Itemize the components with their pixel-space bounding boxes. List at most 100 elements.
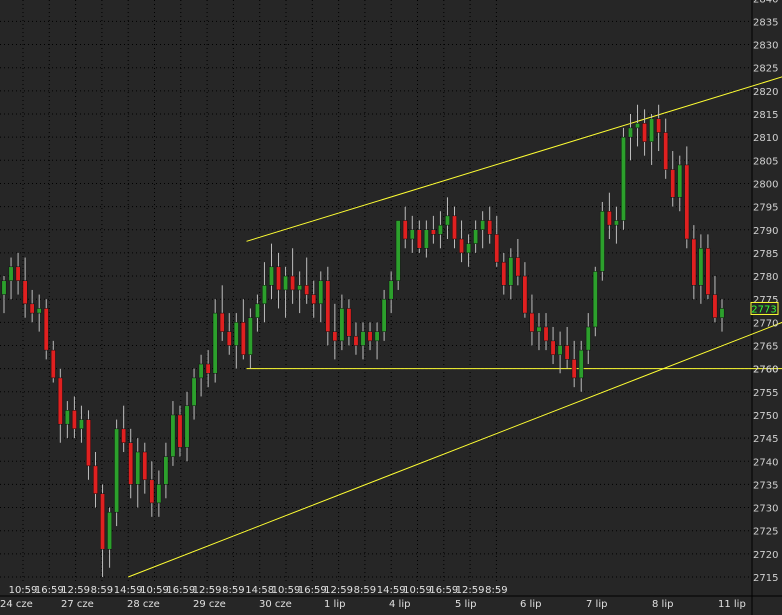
candle-up	[409, 229, 415, 240]
candle-down	[43, 308, 49, 351]
candle-down	[367, 331, 373, 342]
candle-down	[93, 465, 98, 494]
candle-up	[508, 257, 514, 286]
level-label: 2760	[753, 365, 778, 376]
candle-up	[360, 331, 366, 346]
y-tick-label: 2775	[753, 295, 778, 306]
x-date-label: 7 lip	[586, 599, 607, 610]
candle-down	[663, 132, 669, 170]
candle-down	[346, 308, 352, 337]
candle-down	[142, 451, 148, 481]
candle-up	[698, 248, 704, 286]
candle-down	[50, 349, 56, 379]
candle-up	[107, 511, 113, 550]
y-tick-label: 2825	[753, 64, 778, 75]
x-time-label: 8:59	[354, 585, 376, 596]
candle-up	[423, 229, 429, 249]
candle-down	[353, 335, 359, 346]
x-time-label: 16:59	[35, 585, 64, 596]
x-date-label: 4 lip	[389, 599, 410, 610]
candle-up	[599, 210, 605, 272]
candle-down	[494, 234, 500, 263]
candle-down	[430, 229, 436, 235]
x-time-label: 16:59	[298, 585, 327, 596]
y-tick-label: 2765	[753, 342, 778, 353]
candle-up	[649, 118, 655, 143]
candle-up	[135, 451, 141, 485]
candle-up	[297, 285, 303, 291]
candle-up	[628, 127, 633, 138]
candle-up	[557, 345, 563, 356]
candle-up	[269, 266, 274, 286]
y-tick-label: 2840	[753, 0, 778, 5]
candle-up	[114, 428, 120, 513]
candle-down	[459, 238, 464, 254]
candle-down	[550, 340, 556, 356]
y-tick-label: 2740	[753, 457, 778, 468]
candle-up	[191, 377, 197, 406]
candle-up	[339, 308, 345, 342]
y-tick-label: 2780	[753, 272, 778, 283]
x-date-label: 8 lip	[652, 599, 673, 610]
y-tick-label: 2810	[753, 133, 778, 144]
candle-up	[262, 285, 267, 305]
candle-up	[613, 220, 619, 226]
candle-down	[311, 294, 317, 305]
candle-down	[691, 238, 697, 286]
candle-down	[522, 275, 528, 314]
x-date-label: 11 lip	[718, 599, 746, 610]
candle-up	[198, 363, 204, 379]
y-tick-label: 2720	[753, 550, 778, 561]
candle-down	[564, 345, 570, 360]
candle-down	[205, 363, 211, 374]
x-time-label: 12:59	[324, 585, 353, 596]
candle-down	[22, 280, 28, 305]
candle-down	[487, 220, 493, 235]
candle-up	[480, 220, 486, 231]
candle-down	[86, 419, 91, 467]
x-date-label: 28 cze	[127, 599, 160, 610]
x-time-label: 10:59	[272, 585, 301, 596]
candle-up	[578, 349, 584, 379]
candle-up	[635, 123, 640, 129]
candle-down	[100, 493, 105, 550]
candle-down	[670, 169, 676, 198]
x-date-label: 30 cze	[259, 599, 292, 610]
y-tick-label: 2830	[753, 41, 778, 52]
y-tick-label: 2820	[753, 87, 778, 98]
y-tick-label: 2790	[753, 226, 778, 237]
x-time-label: 16:59	[166, 585, 195, 596]
y-tick-label: 2785	[753, 249, 778, 260]
x-time-label: 12:59	[61, 585, 90, 596]
y-axis-labels: 2840 2835 2830 2825 2820 2815 2810 2805 2800 2795…	[753, 0, 778, 584]
candle-down	[290, 275, 296, 291]
x-time-label: 8:59	[485, 585, 507, 596]
candle-down	[501, 261, 507, 286]
candle-down	[705, 248, 711, 295]
candle-up	[283, 275, 289, 291]
y-tick-label: 2795	[753, 203, 778, 214]
trendline-channel-bottom	[128, 321, 782, 578]
candle-up	[374, 331, 380, 342]
x-date-label: 27 cze	[61, 599, 94, 610]
price-markers: 2760 2773	[750, 301, 779, 376]
candles	[1, 104, 725, 577]
x-date-label: 29 cze	[193, 599, 226, 610]
candle-up	[1, 280, 7, 295]
x-time-label: 8:59	[91, 585, 113, 596]
candle-up	[170, 414, 176, 457]
candle-up	[437, 224, 443, 235]
current-price-box	[750, 301, 779, 315]
y-tick-label: 2730	[753, 504, 778, 515]
candle-up	[677, 164, 683, 198]
y-tick-label: 2835	[753, 17, 778, 28]
candle-up	[395, 220, 401, 281]
candle-down	[571, 359, 577, 379]
x-time-label: 14:59	[114, 585, 143, 596]
candle-down	[543, 326, 549, 342]
x-time-label: 10:59	[9, 585, 38, 596]
candle-down	[177, 414, 183, 448]
candle-up	[8, 266, 14, 281]
candle-down	[128, 442, 134, 485]
